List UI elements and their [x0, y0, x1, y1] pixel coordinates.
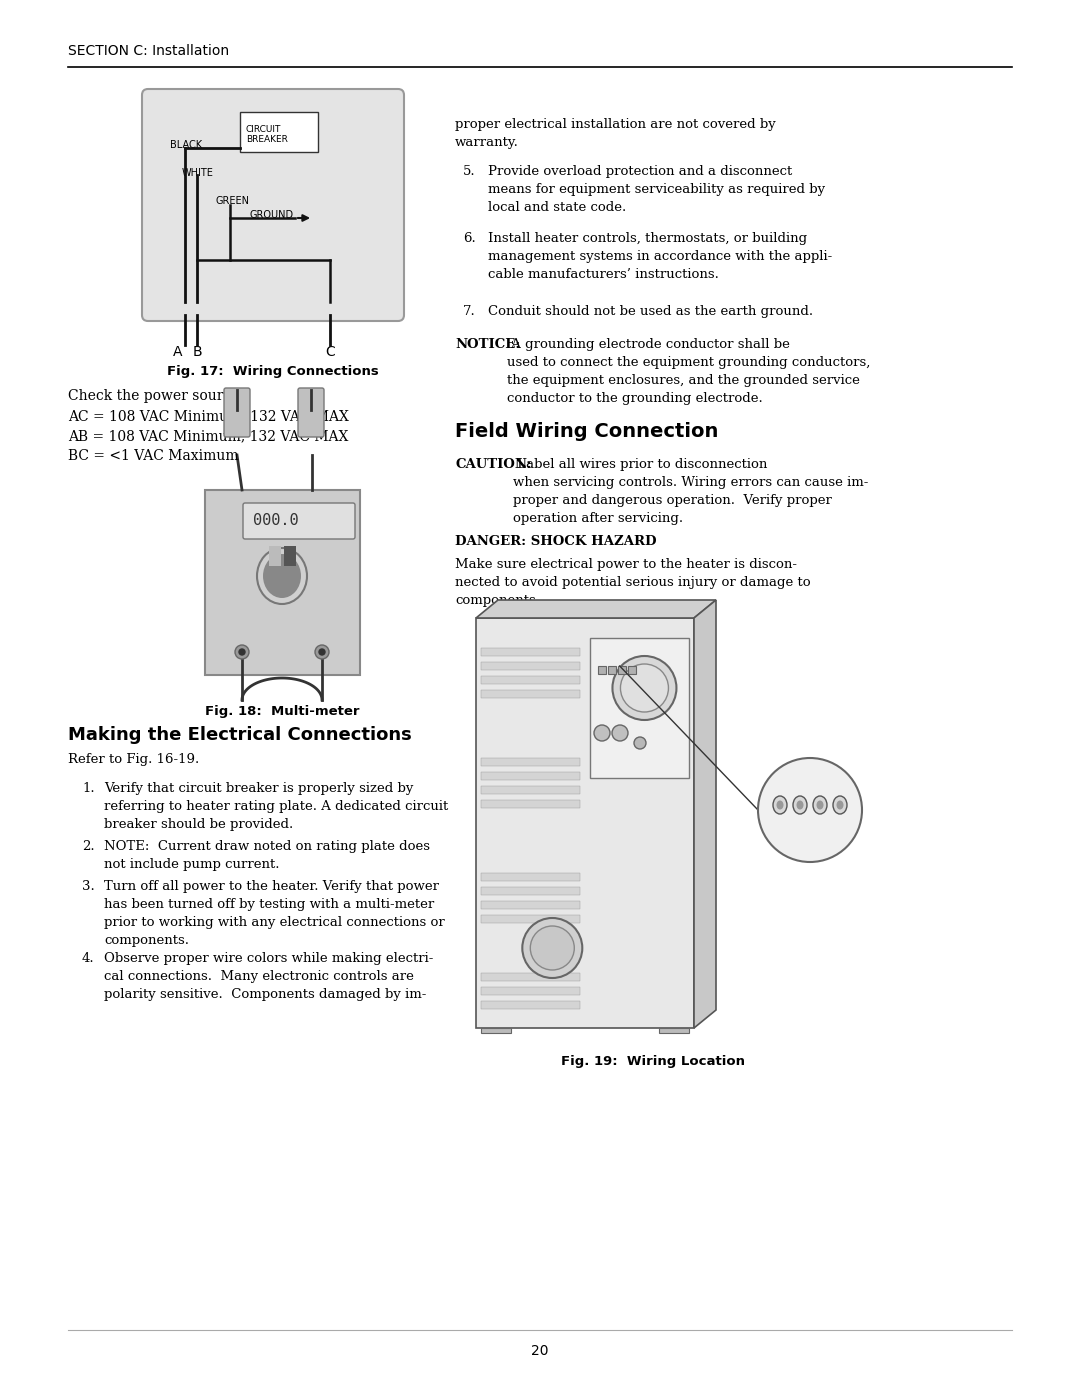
- Bar: [481, 915, 580, 923]
- Text: AB = 108 VAC Minimum, 132 VAC MAX: AB = 108 VAC Minimum, 132 VAC MAX: [68, 429, 349, 443]
- Text: Verify that circuit breaker is properly sized by
referring to heater rating plat: Verify that circuit breaker is properly …: [104, 782, 448, 831]
- Ellipse shape: [797, 800, 804, 809]
- Text: BREAKER: BREAKER: [246, 136, 288, 144]
- Ellipse shape: [257, 548, 307, 604]
- Text: AC = 108 VAC Minimum, 132 VAC MAX: AC = 108 VAC Minimum, 132 VAC MAX: [68, 409, 349, 423]
- FancyBboxPatch shape: [298, 388, 324, 437]
- Text: B: B: [192, 345, 202, 359]
- Bar: [481, 901, 580, 909]
- Text: 000.0: 000.0: [253, 513, 299, 528]
- Ellipse shape: [813, 796, 827, 814]
- Ellipse shape: [777, 800, 783, 809]
- Text: BLACK: BLACK: [170, 140, 202, 149]
- Text: Refer to Fig. 16-19.: Refer to Fig. 16-19.: [68, 753, 199, 766]
- Text: A: A: [173, 345, 183, 359]
- Bar: [481, 1028, 511, 1032]
- Text: Field Wiring Connection: Field Wiring Connection: [455, 422, 718, 441]
- Ellipse shape: [793, 796, 807, 814]
- Ellipse shape: [264, 555, 301, 598]
- Bar: [481, 759, 580, 766]
- Text: Fig. 19:  Wiring Location: Fig. 19: Wiring Location: [561, 1055, 745, 1067]
- Bar: [481, 676, 580, 685]
- Ellipse shape: [833, 796, 847, 814]
- Text: 6.: 6.: [463, 232, 476, 244]
- Text: Making the Electrical Connections: Making the Electrical Connections: [68, 726, 411, 745]
- Text: Fig. 18:  Multi-meter: Fig. 18: Multi-meter: [205, 705, 360, 718]
- Circle shape: [634, 738, 646, 749]
- Text: CIRCUIT: CIRCUIT: [246, 124, 282, 134]
- FancyBboxPatch shape: [141, 89, 404, 321]
- Bar: [240, 112, 318, 152]
- Text: C: C: [325, 345, 335, 359]
- Circle shape: [620, 664, 669, 712]
- Bar: [481, 787, 580, 793]
- Text: 4.: 4.: [82, 951, 95, 965]
- Bar: [269, 546, 281, 566]
- Text: A grounding electrode conductor shall be
used to connect the equipment grounding: A grounding electrode conductor shall be…: [507, 338, 870, 405]
- Text: Turn off all power to the heater. Verify that power
has been turned off by testi: Turn off all power to the heater. Verify…: [104, 880, 445, 947]
- Circle shape: [530, 926, 575, 970]
- Bar: [608, 666, 616, 673]
- Text: SECTION C: Installation: SECTION C: Installation: [68, 43, 229, 59]
- Circle shape: [235, 645, 249, 659]
- Bar: [205, 490, 360, 675]
- Circle shape: [612, 725, 627, 740]
- Circle shape: [239, 650, 245, 655]
- Ellipse shape: [816, 800, 824, 809]
- Bar: [481, 1002, 580, 1009]
- Bar: [284, 546, 296, 566]
- Bar: [481, 800, 580, 807]
- Text: WHITE: WHITE: [183, 168, 214, 177]
- Bar: [481, 690, 580, 698]
- Circle shape: [315, 645, 329, 659]
- Text: BC = <1 VAC Maximum: BC = <1 VAC Maximum: [68, 448, 239, 462]
- Bar: [481, 648, 580, 657]
- Text: Provide overload protection and a disconnect
means for equipment serviceability : Provide overload protection and a discon…: [488, 165, 825, 214]
- Polygon shape: [476, 599, 716, 617]
- Text: 20: 20: [531, 1344, 549, 1358]
- Bar: [481, 773, 580, 780]
- FancyBboxPatch shape: [224, 388, 249, 437]
- Text: GREEN: GREEN: [216, 196, 249, 205]
- Text: Label all wires prior to disconnection
when servicing controls. Wiring errors ca: Label all wires prior to disconnection w…: [513, 458, 868, 525]
- Bar: [481, 887, 580, 895]
- Text: 1.: 1.: [82, 782, 95, 795]
- Polygon shape: [694, 599, 716, 1028]
- Circle shape: [319, 650, 325, 655]
- Text: 5.: 5.: [463, 165, 475, 177]
- Circle shape: [758, 759, 862, 862]
- Text: NOTICE:: NOTICE:: [455, 338, 521, 351]
- Text: Check the power source:: Check the power source:: [68, 388, 244, 402]
- Text: GROUND: GROUND: [249, 210, 294, 219]
- Text: Install heater controls, thermostats, or building
management systems in accordan: Install heater controls, thermostats, or…: [488, 232, 833, 281]
- Text: Observe proper wire colors while making electri-
cal connections.  Many electron: Observe proper wire colors while making …: [104, 951, 433, 1002]
- Text: Conduit should not be used as the earth ground.: Conduit should not be used as the earth …: [488, 305, 813, 319]
- Bar: [590, 638, 689, 778]
- Ellipse shape: [837, 800, 843, 809]
- Ellipse shape: [773, 796, 787, 814]
- Bar: [481, 972, 580, 981]
- Text: NOTE:  Current draw noted on rating plate does
not include pump current.: NOTE: Current draw noted on rating plate…: [104, 840, 430, 870]
- Circle shape: [594, 725, 610, 740]
- Text: Make sure electrical power to the heater is discon-
nected to avoid potential se: Make sure electrical power to the heater…: [455, 557, 811, 608]
- Bar: [627, 666, 636, 673]
- Bar: [659, 1028, 689, 1032]
- Circle shape: [523, 918, 582, 978]
- Text: CAUTION:: CAUTION:: [455, 458, 531, 471]
- FancyBboxPatch shape: [243, 503, 355, 539]
- Bar: [476, 617, 694, 1028]
- Text: Fig. 17:  Wiring Connections: Fig. 17: Wiring Connections: [167, 365, 379, 379]
- Text: DANGER: SHOCK HAZARD: DANGER: SHOCK HAZARD: [455, 535, 657, 548]
- Circle shape: [612, 657, 676, 719]
- Text: 2.: 2.: [82, 840, 95, 854]
- Text: proper electrical installation are not covered by
warranty.: proper electrical installation are not c…: [455, 117, 775, 149]
- Bar: [598, 666, 606, 673]
- Text: 7.: 7.: [463, 305, 476, 319]
- Bar: [618, 666, 626, 673]
- Bar: [481, 988, 580, 995]
- Text: 3.: 3.: [82, 880, 95, 893]
- Bar: [481, 662, 580, 671]
- Bar: [481, 873, 580, 882]
